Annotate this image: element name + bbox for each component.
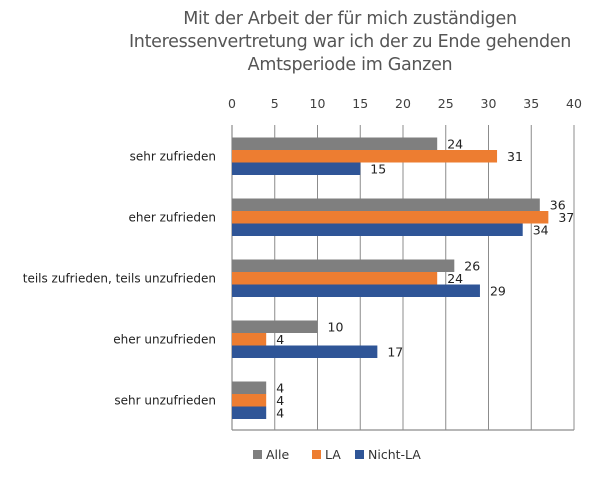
bar-nicht-la xyxy=(232,223,523,236)
bar-alle xyxy=(232,198,540,211)
legend-label: Nicht-LA xyxy=(368,447,421,462)
data-label: 10 xyxy=(328,320,344,335)
bar-nicht-la xyxy=(232,162,361,175)
x-tick-label: 15 xyxy=(352,96,368,111)
data-label: 4 xyxy=(276,332,284,347)
data-label: 17 xyxy=(387,345,403,360)
data-label: 24 xyxy=(447,137,463,152)
legend-item[interactable]: LA xyxy=(312,447,341,462)
bars xyxy=(232,137,549,419)
bar-la xyxy=(232,211,549,224)
category-label: eher unzufrieden xyxy=(113,332,216,346)
legend[interactable]: Alle LA Nicht-LA xyxy=(253,447,421,462)
bar-la xyxy=(232,333,267,346)
data-label: 4 xyxy=(276,406,284,421)
x-tick-label: 20 xyxy=(395,96,411,111)
category-label: eher zufrieden xyxy=(128,210,216,224)
category-label: teils zufrieden, teils unzufrieden xyxy=(23,271,216,285)
bar-alle xyxy=(232,381,267,394)
bar-la xyxy=(232,394,267,407)
data-label: 4 xyxy=(276,393,284,408)
x-axis-ticks: 0 5 10 15 20 25 30 35 40 xyxy=(228,96,582,111)
x-tick-label: 35 xyxy=(523,96,539,111)
data-label: 26 xyxy=(464,259,480,274)
bar-nicht-la xyxy=(232,406,267,419)
chart-title-line: Interessenvertretung war ich der zu Ende… xyxy=(128,32,572,52)
category-label: sehr zufrieden xyxy=(130,149,216,163)
bar-nicht-la xyxy=(232,345,378,358)
legend-label: Alle xyxy=(266,447,289,462)
x-tick-label: 30 xyxy=(481,96,497,111)
x-tick-label: 25 xyxy=(438,96,454,111)
data-label: 15 xyxy=(370,162,386,177)
bar-alle xyxy=(232,320,318,333)
data-label: 37 xyxy=(558,210,574,225)
chart-title-line: Mit der Arbeit der für mich zuständigen xyxy=(183,9,517,29)
x-tick-label: 5 xyxy=(271,96,279,111)
category-label: sehr unzufrieden xyxy=(114,393,216,407)
data-label: 4 xyxy=(276,381,284,396)
data-label: 34 xyxy=(533,223,549,238)
legend-item[interactable]: Nicht-LA xyxy=(355,447,421,462)
data-label: 24 xyxy=(447,271,463,286)
x-tick-label: 0 xyxy=(228,96,236,111)
data-label: 36 xyxy=(550,198,566,213)
data-label: 29 xyxy=(490,284,506,299)
bar-alle xyxy=(232,259,455,272)
category-axis: sehr zufrieden eher zufrieden teils zufrie… xyxy=(23,149,216,407)
legend-swatch xyxy=(355,450,364,459)
bar-la xyxy=(232,150,498,163)
bar-alle xyxy=(232,137,438,150)
x-tick-label: 10 xyxy=(310,96,326,111)
legend-swatch xyxy=(253,450,262,459)
legend-label: LA xyxy=(325,447,341,462)
bar-la xyxy=(232,272,438,285)
x-tick-label: 40 xyxy=(566,96,582,111)
bar-nicht-la xyxy=(232,284,480,297)
legend-swatch xyxy=(312,450,321,459)
chart-title: Mit der Arbeit der für mich zuständigen … xyxy=(0,8,600,77)
data-label: 31 xyxy=(507,149,523,164)
legend-item[interactable]: Alle xyxy=(253,447,289,462)
chart-title-line: Amtsperiode im Ganzen xyxy=(247,55,453,75)
